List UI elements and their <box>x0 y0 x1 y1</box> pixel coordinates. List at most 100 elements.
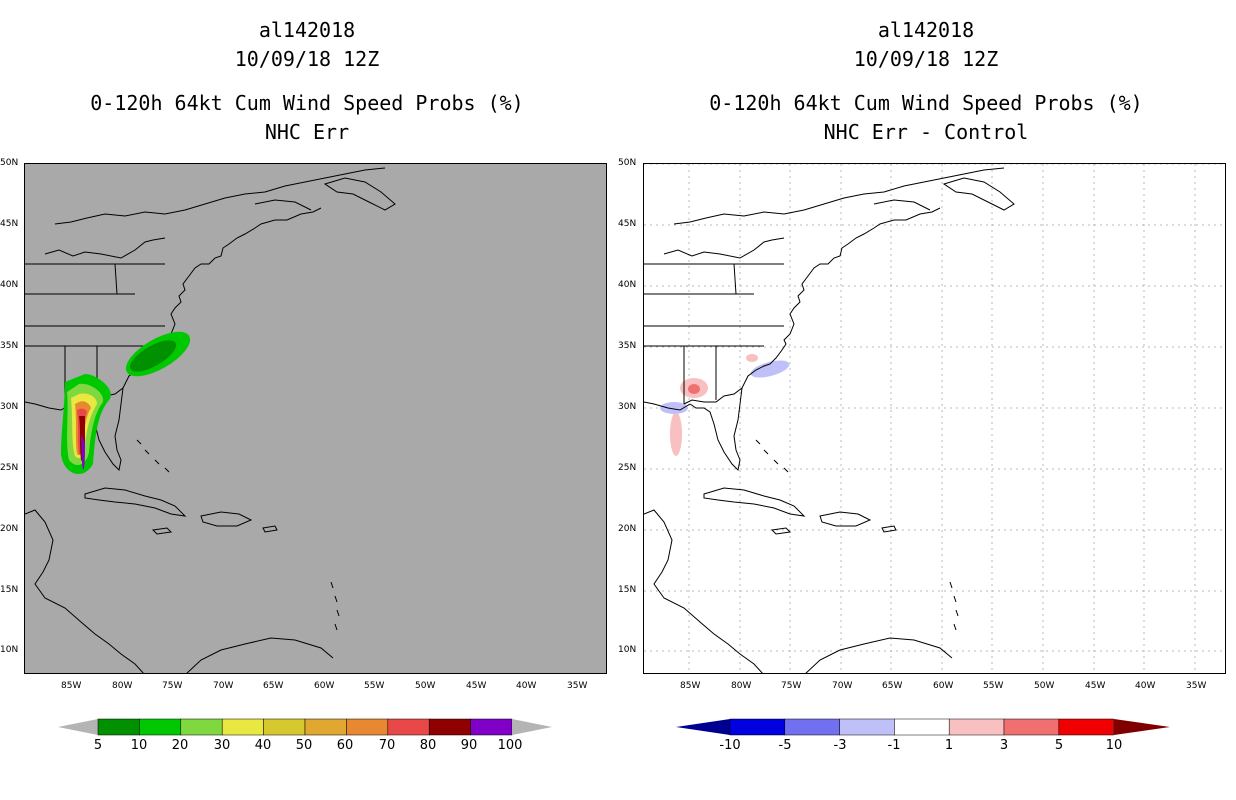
left-map-canvas <box>25 167 396 673</box>
left-lon-label: 55W <box>364 681 385 691</box>
left-colorbar-swatch <box>139 718 182 736</box>
right-colorbar-swatch <box>894 718 950 736</box>
right-lon-label: 80W <box>731 681 752 691</box>
left-colorbar <box>58 718 552 736</box>
left-lat-label: 25N <box>0 463 19 473</box>
right-lat-label: 45N <box>618 219 637 229</box>
left-lon-label: 70W <box>213 681 234 691</box>
left-lon-label: 75W <box>162 681 183 691</box>
left-lon-label: 60W <box>314 681 335 691</box>
left-colorbar-label: 10 <box>130 738 148 753</box>
right-colorbar-label: 10 <box>1105 738 1123 753</box>
right-title-product: 0-120h 64kt Cum Wind Speed Probs (%) <box>709 91 1143 115</box>
right-colorbar-label: -10 <box>719 738 741 753</box>
right-gridlines <box>644 164 1225 673</box>
left-colorbar-label: 70 <box>378 738 396 753</box>
left-colorbar-label: 60 <box>336 738 354 753</box>
left-lon-label: 45W <box>466 681 487 691</box>
right-lon-label: 35W <box>1186 681 1207 691</box>
left-coastlines <box>25 167 396 673</box>
left-colorbar-swatch <box>221 718 264 736</box>
right-colorbar <box>676 718 1170 736</box>
left-colorbar-label: 40 <box>254 738 272 753</box>
right-lat-label: 20N <box>618 524 637 534</box>
right-colorbar-over <box>1114 719 1170 735</box>
right-lat-label: 10N <box>618 645 637 655</box>
left-colorbar-swatch <box>387 718 430 736</box>
left-colorbar-label: 100 <box>497 738 523 753</box>
left-colorbar-label: 80 <box>419 738 437 753</box>
left-colorbar-swatch <box>346 718 389 736</box>
right-colorbar-label: 1 <box>944 738 954 753</box>
left-lat-label: 15N <box>0 585 19 595</box>
right-map-canvas <box>644 164 1225 673</box>
left-lat-label: 30N <box>0 402 19 412</box>
right-lat-label: 25N <box>618 463 637 473</box>
left-title-product: 0-120h 64kt Cum Wind Speed Probs (%) <box>90 91 524 115</box>
left-colorbar-swatch <box>180 718 223 736</box>
left-colorbar-label: 30 <box>213 738 231 753</box>
right-lat-label: 15N <box>618 585 637 595</box>
left-colorbar-label: 20 <box>171 738 189 753</box>
left-lat-label: 20N <box>0 524 19 534</box>
left-title-subtitle: NHC Err <box>264 120 350 144</box>
left-colorbar-under <box>58 719 98 735</box>
right-colorbar-label: 3 <box>999 738 1009 753</box>
right-lon-label: 85W <box>680 681 701 691</box>
right-colorbar-swatch <box>1003 718 1060 736</box>
right-lat-label: 50N <box>618 158 637 168</box>
left-colorbar-swatch <box>304 718 347 736</box>
left-lat-label: 40N <box>0 280 19 290</box>
right-lon-label: 75W <box>781 681 802 691</box>
right-colorbar-swatch <box>948 718 1005 736</box>
right-title-storm-id: al142018 <box>877 18 975 42</box>
left-colorbar-swatch <box>470 718 513 736</box>
right-colorbar-swatch <box>1058 718 1114 736</box>
left-title-date: 10/09/18 12Z <box>234 47 380 71</box>
right-colorbar-label: 5 <box>1054 738 1064 753</box>
left-lon-label: 65W <box>263 681 284 691</box>
right-lat-label: 40N <box>618 280 637 290</box>
left-colorbar-over <box>512 719 552 735</box>
right-lat-label: 30N <box>618 402 637 412</box>
left-swath-michael <box>61 374 111 475</box>
right-lon-label: 40W <box>1135 681 1156 691</box>
right-lon-label: 65W <box>882 681 903 691</box>
right-coastlines <box>644 167 1015 673</box>
left-colorbar-label: 5 <box>93 738 103 753</box>
left-lat-label: 10N <box>0 645 19 655</box>
right-colorbar-label: -1 <box>887 738 901 753</box>
right-lon-label: 45W <box>1085 681 1106 691</box>
left-colorbar-swatch <box>428 718 471 736</box>
left-lon-label: 85W <box>61 681 82 691</box>
left-title-storm-id: al142018 <box>258 18 356 42</box>
right-lon-label: 50W <box>1034 681 1055 691</box>
right-colorbar-swatch <box>839 718 895 736</box>
right-colorbar-swatch <box>729 718 786 736</box>
right-colorbar-swatch <box>784 718 840 736</box>
left-colorbar-swatch <box>97 718 140 736</box>
right-colorbar-under <box>676 719 730 735</box>
left-lon-label: 80W <box>112 681 133 691</box>
left-lon-label: 40W <box>516 681 537 691</box>
left-colorbar-label: 50 <box>295 738 313 753</box>
right-colorbar-label: -5 <box>778 738 792 753</box>
left-colorbar-swatches <box>97 718 513 736</box>
right-lon-label: 70W <box>832 681 853 691</box>
left-colorbar-swatch <box>263 718 306 736</box>
right-title-date: 10/09/18 12Z <box>853 47 999 71</box>
right-colorbar-swatches <box>729 718 1114 736</box>
right-title-subtitle: NHC Err - Control <box>823 120 1029 144</box>
right-lon-label: 60W <box>933 681 954 691</box>
right-difference-blobs <box>660 354 790 456</box>
right-lat-label: 35N <box>618 341 637 351</box>
left-lon-label: 35W <box>567 681 588 691</box>
left-colorbar-label: 90 <box>460 738 478 753</box>
right-lon-label: 55W <box>983 681 1004 691</box>
left-swath-nc-inner <box>129 340 177 372</box>
right-difference-map <box>643 163 1226 674</box>
left-lat-label: 45N <box>0 219 19 229</box>
right-colorbar-label: -3 <box>833 738 847 753</box>
left-probability-map <box>24 163 607 674</box>
left-lat-label: 50N <box>0 158 19 168</box>
